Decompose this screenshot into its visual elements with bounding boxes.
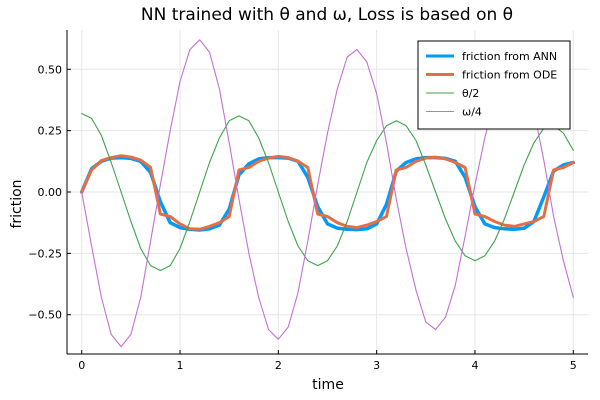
- y-tick-label: 0.50: [38, 63, 63, 76]
- x-ticks: 0 1 2 3 4 5: [78, 350, 577, 372]
- grid: [67, 30, 588, 354]
- legend-label: ω/4: [462, 106, 482, 119]
- x-tick-label: 5: [570, 359, 577, 372]
- x-tick-label: 0: [78, 359, 85, 372]
- y-tick-label: 0.25: [38, 125, 63, 138]
- legend-label: friction from ODE: [462, 69, 557, 82]
- series-line-2: [80, 154, 575, 231]
- series-line-3: [81, 112, 574, 272]
- chart-title: NN trained with θ and ω, Loss is based o…: [141, 5, 513, 25]
- x-tick-label: 2: [275, 359, 282, 372]
- y-ticks: −0.50 −0.25 0.00 0.25 0.50: [28, 63, 71, 322]
- legend: friction from ANN friction from ODE θ/2 ω/4: [417, 40, 571, 130]
- y-tick-label: −0.25: [28, 247, 62, 260]
- x-tick-label: 4: [471, 359, 478, 372]
- x-tick-label: 1: [177, 359, 184, 372]
- y-tick-label: 0.00: [38, 186, 63, 199]
- x-tick-label: 3: [373, 359, 380, 372]
- legend-label: θ/2: [462, 87, 479, 100]
- legend-label: friction from ANN: [462, 50, 557, 63]
- y-axis-title: friction: [9, 179, 25, 228]
- series-line-1: [79, 155, 576, 232]
- x-axis-title: time: [312, 377, 344, 393]
- y-tick-label: −0.50: [28, 309, 62, 322]
- plot-series: [79, 39, 576, 348]
